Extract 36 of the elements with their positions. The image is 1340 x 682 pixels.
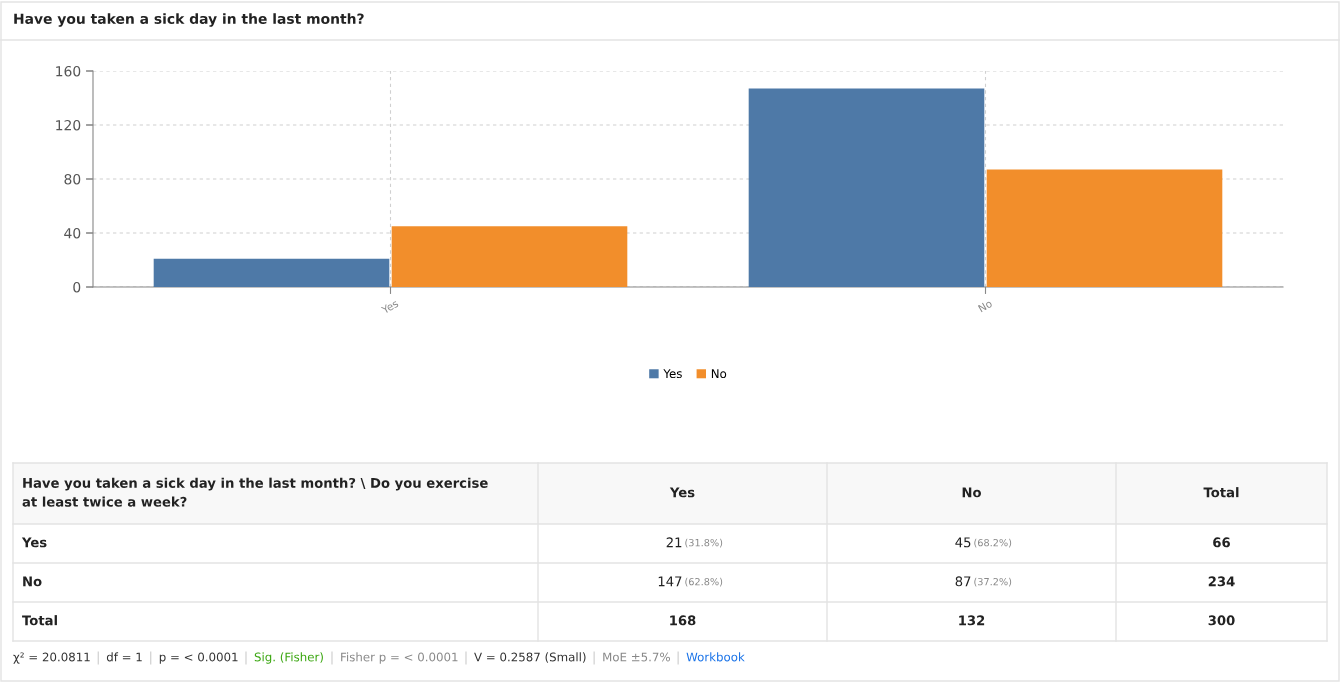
text: Fisher p = < 0.0001 [341,652,458,664]
chart-title: Have you taken a sick day in the last month? [14,13,364,27]
text: 132 [959,615,985,626]
text: 168 [670,615,696,626]
legend-label: No [711,369,727,379]
category-label: Yes [21,537,47,548]
legend-label: Yes [663,369,682,379]
text: (31.8%) [685,538,723,548]
text: Have you taken a sick day in the last month? \ Do you exercise at least twice a week? [22,477,488,507]
y-tick-label: 40 [64,227,81,239]
text: (37.2%) [974,577,1012,587]
text: p = < 0.0001 [159,652,238,664]
category-label: No [23,576,42,587]
text: Total [1203,487,1239,498]
text: 45 [955,537,971,548]
text: V = 0.2587 (Small) [474,652,586,663]
text: Sig. (Fisher) [254,652,323,664]
y-tick-label: 0 [73,281,81,293]
text: Yes [669,487,695,498]
text: χ² = 20.0811 [13,652,90,664]
text: 21 [666,537,682,548]
text: No [962,487,981,498]
y-tick-label: 80 [64,173,81,185]
text: 234 [1208,576,1235,587]
text: df = 1 [106,652,142,662]
text: 87 [955,576,971,587]
text: Workbook [686,652,745,662]
text: 300 [1208,615,1235,626]
text: MoE ±5.7% [603,652,670,662]
text: (62.8%) [685,577,723,587]
y-tick-label: 160 [56,65,81,77]
text: Total [22,615,57,626]
text: (68.2%) [974,538,1012,548]
text: 147 [658,576,682,587]
y-tick-label: 120 [56,119,81,131]
text: 66 [1213,537,1230,548]
